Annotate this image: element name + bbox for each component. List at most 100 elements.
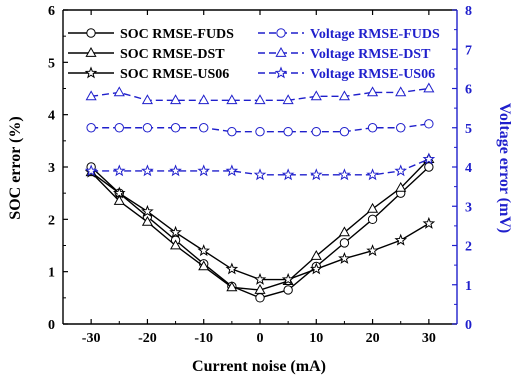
y-left-tick-label: 6	[48, 4, 55, 19]
point-voltage-rmse-us06	[422, 152, 436, 165]
point-soc-rmse-us06	[169, 225, 182, 238]
point-soc-rmse-dst	[113, 194, 125, 205]
point-voltage-rmse-us06	[281, 168, 295, 181]
chart-marks	[84, 82, 436, 303]
point-voltage-rmse-us06	[141, 164, 154, 177]
point-voltage-rmse-dst	[395, 86, 407, 97]
y-left-tick-label: 2	[48, 213, 55, 228]
x-tick-label: 10	[309, 331, 323, 346]
y-axis-left-title: SOC error (%)	[7, 116, 24, 219]
point-voltage-rmse-dst	[198, 94, 210, 105]
point-soc-rmse-fuds	[255, 293, 265, 303]
point-soc-rmse-us06	[141, 204, 154, 217]
point-voltage-rmse-fuds	[283, 126, 293, 137]
x-tick-label: 20	[366, 331, 380, 346]
point-voltage-rmse-us06	[225, 164, 239, 177]
point-soc-rmse-fuds	[283, 285, 293, 295]
point-soc-rmse-dst	[170, 239, 182, 250]
point-soc-rmse-dst	[367, 202, 379, 213]
point-voltage-rmse-fuds	[142, 123, 153, 133]
x-axis-title: Current noise (mA)	[192, 358, 326, 375]
point-voltage-rmse-dst	[113, 86, 125, 97]
point-voltage-rmse-us06	[309, 168, 323, 181]
point-voltage-rmse-us06	[394, 164, 408, 177]
y-left-tick-label: 4	[48, 109, 55, 124]
point-soc-rmse-us06	[253, 272, 267, 285]
point-soc-rmse-fuds	[367, 214, 378, 225]
series-line-soc-rmse-us06	[90, 171, 430, 281]
point-soc-rmse-us06	[225, 262, 239, 275]
point-soc-rmse-fuds	[339, 238, 350, 248]
point-soc-rmse-dst	[198, 260, 210, 271]
y-left-tick-label: 1	[48, 266, 55, 281]
point-voltage-rmse-dst	[170, 94, 182, 105]
legend-label-voltage-rmse-dst: Voltage RMSE-DST	[310, 47, 431, 62]
legend-marker-voltage-rmse-us06	[274, 66, 288, 79]
point-voltage-rmse-fuds	[311, 126, 321, 137]
point-voltage-rmse-dst	[423, 82, 435, 93]
point-voltage-rmse-us06	[197, 164, 211, 177]
y-left-tick-label: 0	[48, 318, 55, 333]
point-soc-rmse-dst	[254, 283, 266, 294]
point-soc-rmse-us06	[309, 262, 323, 275]
chart-legend: SOC RMSE-FUDS SOC RMSE-DST SOC RMSE-US06 Vo…	[68, 27, 440, 82]
point-voltage-rmse-dst	[310, 90, 322, 101]
y-right-tick-label: 8	[465, 4, 472, 19]
point-soc-rmse-dst	[395, 181, 407, 192]
point-soc-rmse-us06	[281, 272, 295, 285]
x-tick-label: -30	[82, 331, 101, 346]
point-voltage-rmse-dst	[338, 90, 350, 101]
x-tick-label: 30	[422, 331, 436, 346]
y-axis-right-title: Voltage error (mV)	[496, 103, 512, 233]
point-voltage-rmse-dst	[282, 94, 294, 105]
point-soc-rmse-us06	[338, 251, 351, 264]
legend-label-soc-rmse-dst: SOC RMSE-DST	[120, 47, 225, 62]
legend-marker-soc-rmse-us06	[84, 66, 98, 79]
point-voltage-rmse-fuds	[86, 123, 96, 133]
legend-label-voltage-rmse-fuds: Voltage RMSE-FUDS	[310, 27, 440, 42]
legend-marker-soc-rmse-dst	[85, 46, 97, 57]
point-voltage-rmse-fuds	[396, 123, 406, 133]
point-soc-rmse-us06	[366, 244, 379, 257]
point-voltage-rmse-fuds	[255, 126, 265, 137]
legend-marker-soc-rmse-fuds	[86, 28, 96, 38]
point-soc-rmse-dst	[338, 226, 350, 237]
y-right-tick-label: 7	[465, 43, 472, 58]
point-voltage-rmse-fuds	[199, 123, 209, 133]
point-voltage-rmse-dst	[141, 94, 153, 105]
point-voltage-rmse-dst	[367, 86, 379, 97]
point-soc-rmse-dst	[310, 249, 322, 260]
point-voltage-rmse-us06	[84, 164, 98, 177]
point-voltage-rmse-us06	[169, 164, 182, 177]
point-voltage-rmse-fuds	[424, 119, 434, 129]
legend-label-voltage-rmse-us06: Voltage RMSE-US06	[310, 67, 435, 82]
legend-marker-voltage-rmse-dst	[275, 46, 287, 57]
point-soc-rmse-fuds	[424, 162, 434, 172]
point-soc-rmse-us06	[394, 233, 408, 246]
point-soc-rmse-dst	[141, 215, 153, 226]
y-right-tick-label: 2	[465, 240, 472, 255]
legend-marker-voltage-rmse-fuds	[276, 28, 286, 38]
point-soc-rmse-us06	[422, 216, 436, 229]
legend-label-soc-rmse-us06: SOC RMSE-US06	[120, 67, 229, 82]
chart-axes: -30 -20 -10 0 10 20 30 0 1 2 3 4 5 6 0 1 2 3 4 5 6 7 8	[48, 4, 472, 346]
y-right-tick-label: 3	[465, 200, 472, 215]
point-soc-rmse-us06	[197, 244, 211, 257]
x-tick-label: -10	[194, 331, 213, 346]
y-right-tick-label: 0	[465, 318, 472, 333]
legend-label-soc-rmse-fuds: SOC RMSE-FUDS	[120, 27, 234, 42]
point-voltage-rmse-fuds	[114, 123, 124, 133]
y-right-tick-label: 6	[465, 83, 472, 98]
point-soc-rmse-dst	[226, 281, 238, 292]
point-voltage-rmse-dst	[226, 94, 238, 105]
point-voltage-rmse-us06	[112, 164, 126, 177]
point-voltage-rmse-dst	[85, 90, 97, 101]
point-voltage-rmse-us06	[253, 168, 267, 181]
point-soc-rmse-us06	[112, 186, 126, 199]
x-tick-label: -20	[138, 331, 157, 346]
series-line-soc-rmse-dst	[90, 158, 430, 291]
point-voltage-rmse-fuds	[367, 123, 378, 133]
y-right-tick-label: 1	[465, 279, 472, 294]
x-tick-label: 0	[257, 331, 264, 346]
